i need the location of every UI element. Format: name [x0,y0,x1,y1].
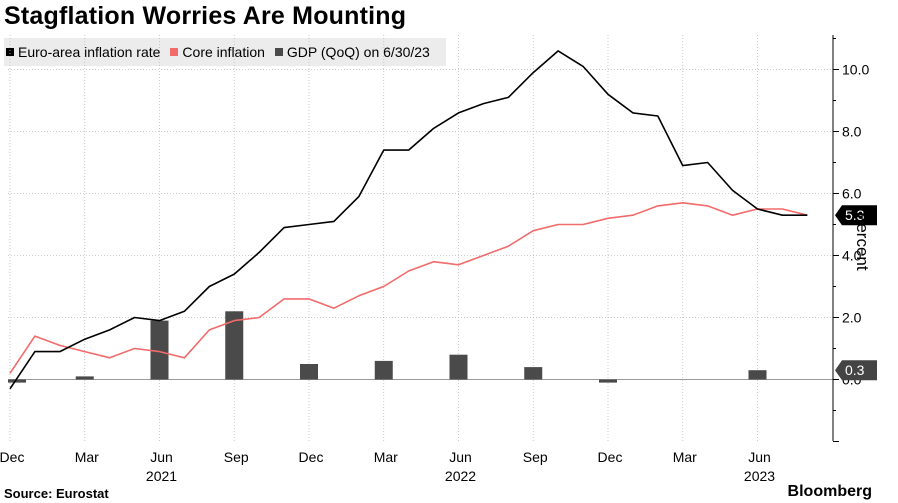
x-tick-label: Jun [150,449,173,465]
y-tick-label: 6.0 [842,186,862,202]
x-year-label: 2021 [146,468,177,484]
legend-item-inflation: Euro-area inflation rate [6,44,160,60]
x-tick-label: Sep [523,449,548,465]
gdp-bar [449,354,468,380]
gdp-bar [300,364,318,380]
gdp-bar [374,360,393,380]
y-tick-label: 8.0 [842,124,862,140]
legend-swatch-core [170,48,179,56]
x-tick-label: Mar [673,449,697,465]
x-year-label: 2023 [744,468,775,484]
source-note: Source: Eurostat [4,486,109,501]
legend-item-gdp: GDP (QoQ) on 6/30/23 [274,44,430,60]
x-tick-label: Sep [224,449,249,465]
legend-swatch-gdp [274,48,283,56]
gdp-bar [524,367,543,380]
chart-title: Stagflation Worries Are Mounting [4,2,407,30]
gdp-bar [8,379,26,383]
x-tick-label: Jun [748,449,771,465]
x-tick-label: Dec [598,449,623,465]
x-year-label: 2022 [445,468,476,484]
y-tick-label: 10.0 [842,62,869,78]
y-tick-label: 2.0 [842,310,862,326]
x-tick-label: Jun [449,449,472,465]
legend-item-core: Core inflation [170,44,265,60]
gdp-bar [225,311,244,380]
end-value-tag [835,360,877,381]
end-value-tag [835,205,877,226]
y-axis-label: Percent [853,212,872,271]
legend-swatch-inflation [6,48,14,56]
core-inflation-line [9,202,808,374]
legend-label-core: Core inflation [182,44,265,60]
chart-legend: Euro-area inflation rate Core inflation … [4,38,446,66]
legend-label-gdp: GDP (QoQ) on 6/30/23 [286,44,430,60]
x-tick-label: Dec [299,449,324,465]
legend-label-inflation: Euro-area inflation rate [18,44,161,60]
gdp-bar [75,376,94,380]
gdp-bar [599,379,617,383]
end-value-label: 0.3 [845,362,865,378]
gdp-bar [748,370,767,380]
end-value-label: 5.3 [845,207,865,223]
euro-area-inflation-line [9,50,808,390]
x-tick-label: Mar [75,449,99,465]
gdp-bar [150,320,169,380]
x-tick-label: Dec [0,449,24,465]
bloomberg-logo: Bloomberg [787,483,872,500]
y-tick-label: 4.0 [842,248,862,264]
x-tick-label: Mar [374,449,398,465]
